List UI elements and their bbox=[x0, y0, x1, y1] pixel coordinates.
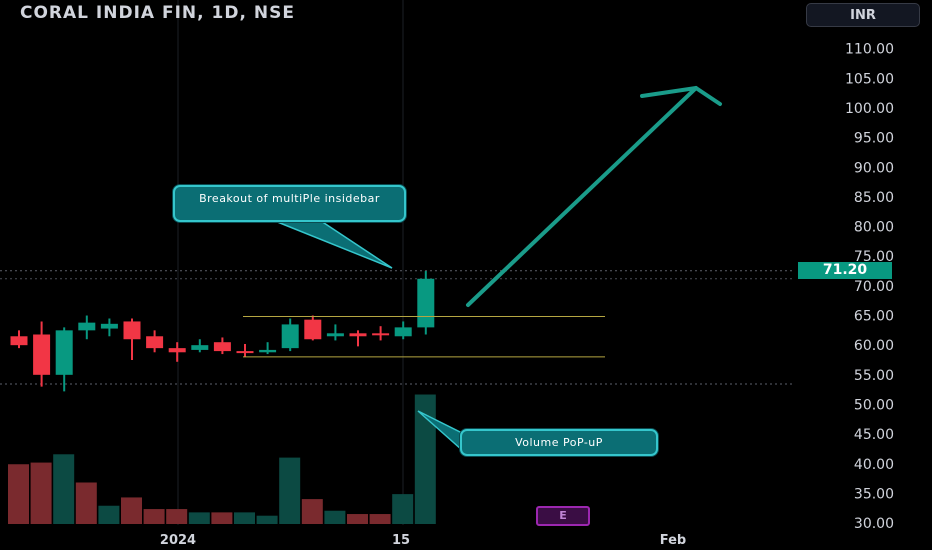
y-axis-tick-label: 35.00 bbox=[854, 486, 894, 502]
candle-body bbox=[417, 278, 435, 328]
candle-body bbox=[78, 322, 96, 331]
candle-body bbox=[33, 334, 51, 375]
candle-body bbox=[236, 351, 254, 354]
x-axis-tick-label: 15 bbox=[392, 533, 410, 548]
projection-arrow bbox=[466, 86, 698, 307]
candle-body bbox=[349, 333, 367, 337]
y-axis-tick-label: 45.00 bbox=[854, 427, 894, 443]
candle-body bbox=[259, 349, 277, 353]
candle-body bbox=[168, 348, 186, 353]
y-axis-tick-label: 60.00 bbox=[854, 338, 894, 354]
candle-body bbox=[55, 330, 73, 375]
projection-arrowhead bbox=[640, 86, 722, 106]
y-axis-tick-label: 90.00 bbox=[854, 160, 894, 176]
candle-body bbox=[394, 327, 412, 337]
candle-body bbox=[191, 345, 209, 350]
volume-bar bbox=[53, 454, 75, 524]
volume-bar bbox=[75, 482, 97, 524]
y-axis-tick-label: 80.00 bbox=[854, 220, 894, 236]
y-axis-tick-label: 85.00 bbox=[854, 190, 894, 206]
x-axis-tick-label: Feb bbox=[660, 533, 686, 548]
y-axis-tick-label: 100.00 bbox=[845, 101, 894, 117]
volume-bar bbox=[166, 509, 188, 524]
volume-bar bbox=[324, 510, 346, 524]
volume-bar bbox=[369, 514, 391, 524]
y-axis-tick-label: 40.00 bbox=[854, 457, 894, 473]
candle-body bbox=[10, 336, 28, 346]
y-axis-tick-label: 65.00 bbox=[854, 309, 894, 325]
volume-bar bbox=[8, 464, 29, 524]
candle-body bbox=[100, 323, 118, 329]
earnings-badge[interactable]: E bbox=[536, 506, 590, 526]
x-axis-tick-label: 2024 bbox=[160, 533, 196, 548]
volume-bar bbox=[121, 497, 142, 524]
symbol-title[interactable]: CORAL INDIA FIN, 1D, NSE bbox=[20, 3, 295, 23]
y-axis-tick-label: 110.00 bbox=[845, 42, 894, 58]
candle-body bbox=[146, 336, 164, 349]
volume-bar bbox=[143, 509, 165, 524]
volume-callout[interactable]: Volume PoP-uP bbox=[460, 429, 658, 456]
candle-body bbox=[372, 333, 390, 336]
volume-bar bbox=[256, 515, 278, 524]
y-axis-tick-label: 50.00 bbox=[854, 397, 894, 413]
volume-bar bbox=[98, 505, 120, 524]
candle-body bbox=[123, 321, 141, 340]
volume-bar bbox=[414, 394, 436, 524]
volume-bar bbox=[347, 514, 368, 524]
volume-bar bbox=[279, 457, 301, 524]
candle-body bbox=[281, 324, 299, 349]
y-axis-tick-label: 70.00 bbox=[854, 279, 894, 295]
y-axis-tick-label: 30.00 bbox=[854, 516, 894, 532]
y-axis-tick-label: 105.00 bbox=[845, 71, 894, 87]
y-axis-tick-label: 95.00 bbox=[854, 131, 894, 147]
breakout-callout-pointer bbox=[269, 218, 393, 269]
breakout-callout[interactable]: Breakout of multiPle insidebar bbox=[173, 185, 406, 222]
volume-bar bbox=[301, 499, 323, 524]
candle-body bbox=[304, 319, 322, 340]
y-axis-tick-label: 75.00 bbox=[854, 249, 894, 265]
volume-bar bbox=[188, 512, 210, 524]
candle-body bbox=[213, 342, 231, 352]
currency-selector[interactable]: INR bbox=[806, 3, 920, 27]
volume-bar bbox=[211, 512, 233, 524]
last-price-label: 71.20 bbox=[798, 262, 892, 279]
volume-bar bbox=[30, 462, 52, 524]
volume-bar bbox=[234, 512, 255, 524]
candle-body bbox=[326, 333, 344, 337]
volume-bar bbox=[392, 494, 414, 524]
y-axis-tick-label: 55.00 bbox=[854, 368, 894, 384]
